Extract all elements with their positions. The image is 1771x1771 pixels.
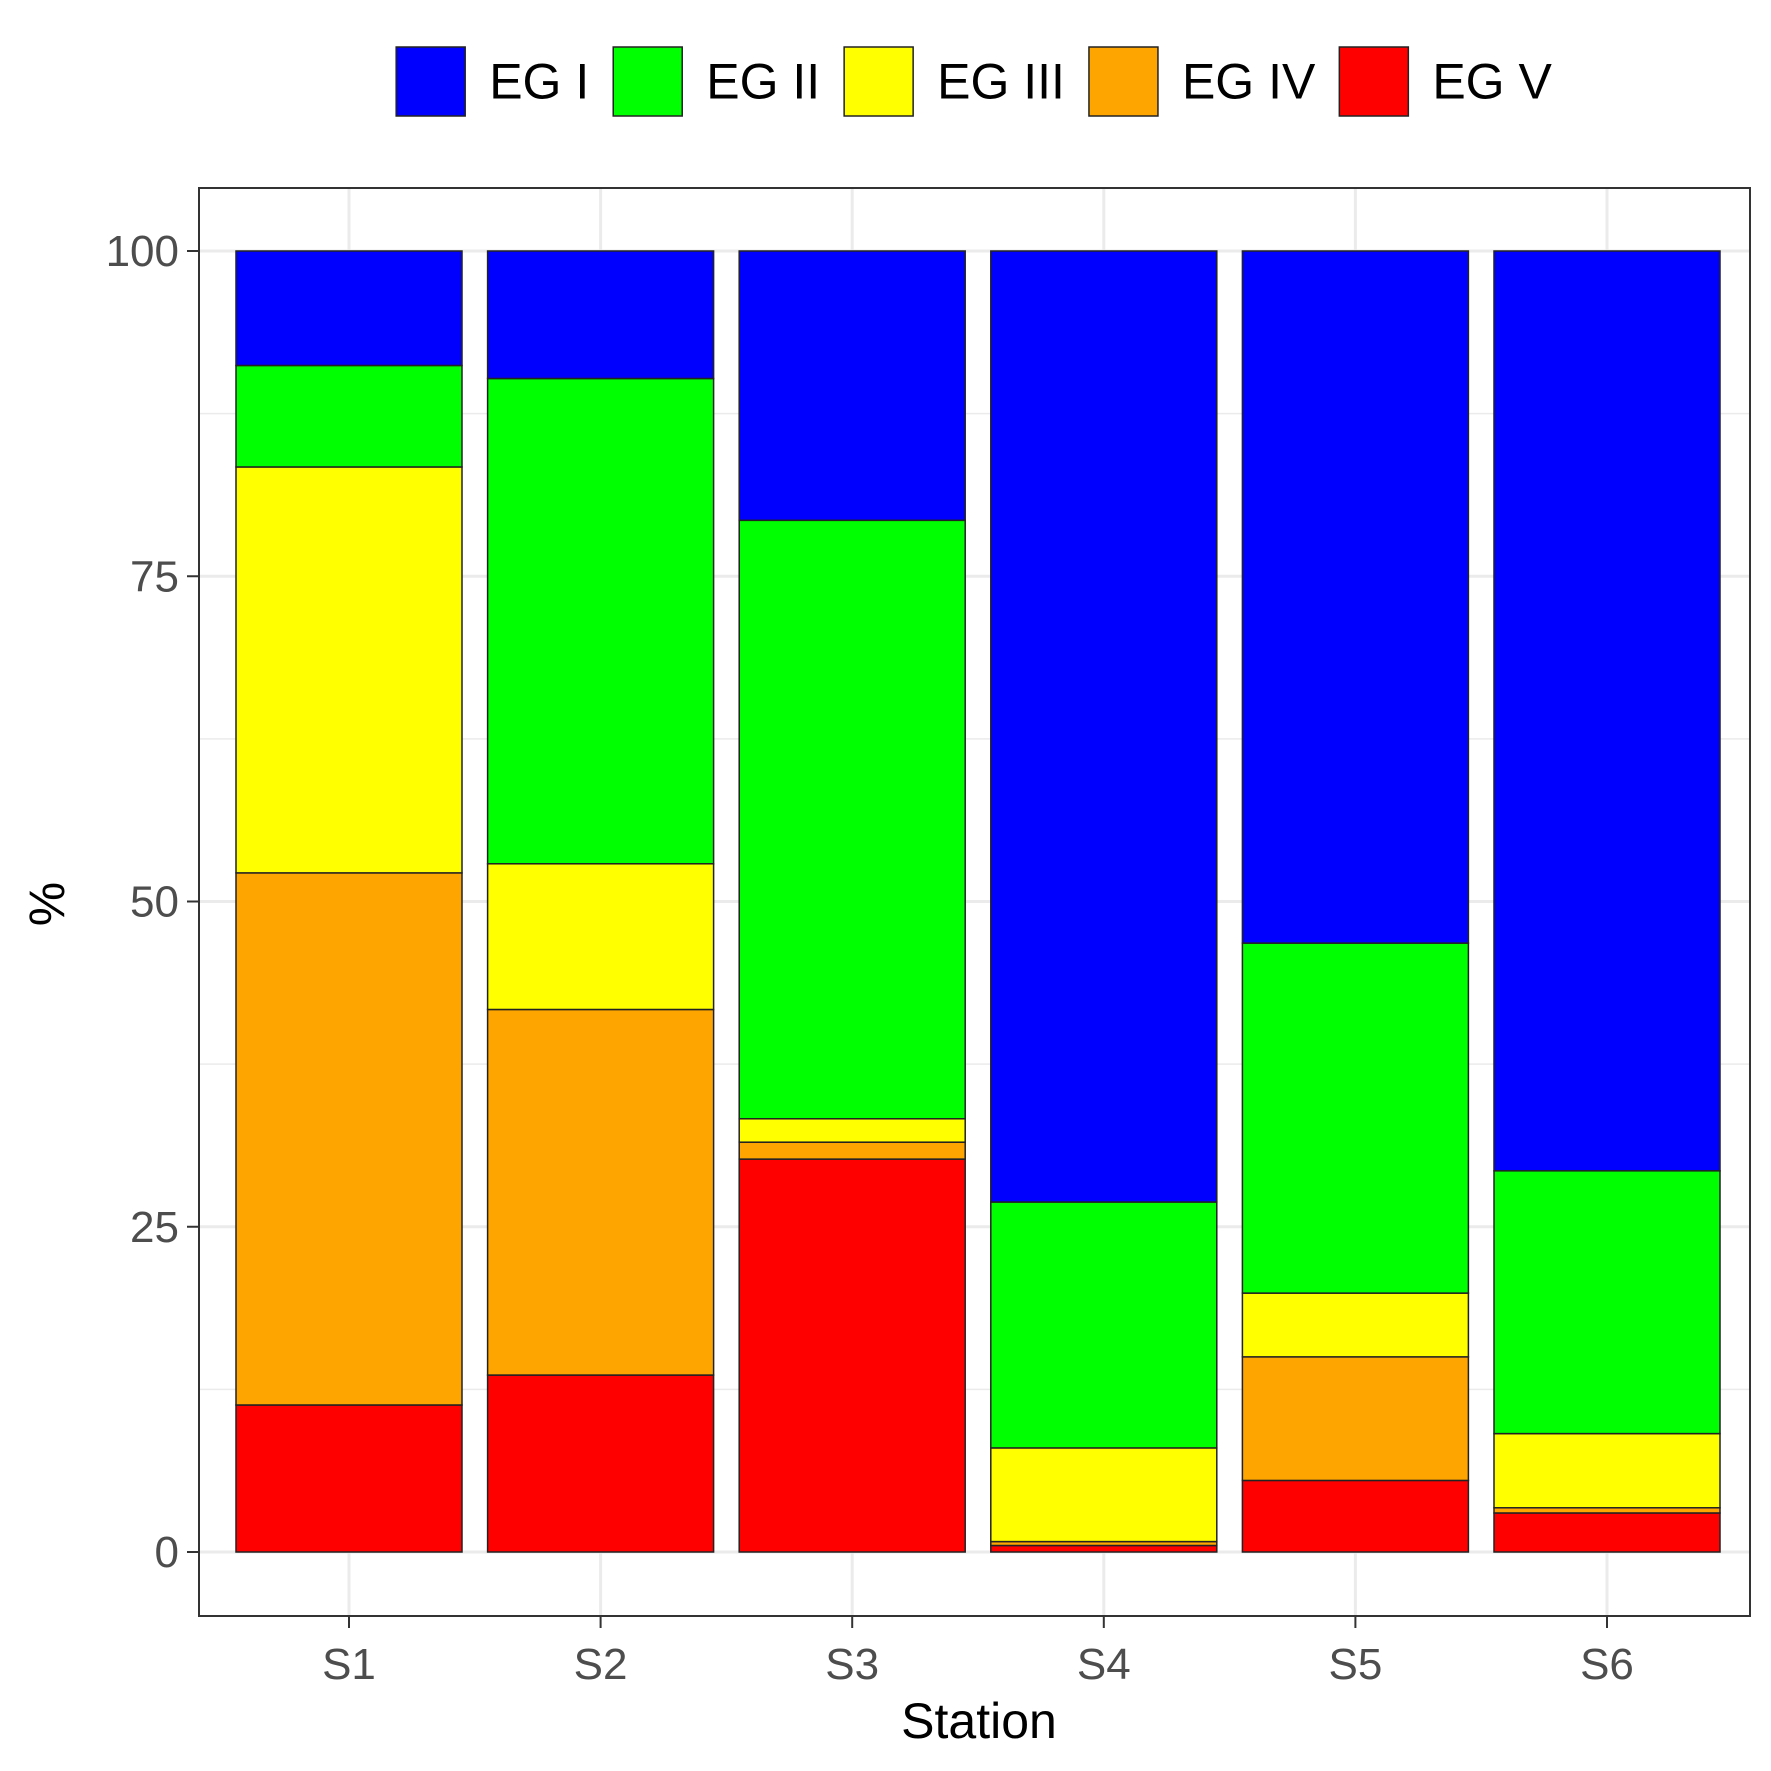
bar-segment-s6-eg-iv [1493, 1507, 1721, 1514]
bar-segment-s6-eg-ii [1493, 1170, 1721, 1435]
bar-segment-s4-eg-ii [990, 1201, 1218, 1449]
bar-segment-s5-eg-v [1241, 1479, 1470, 1553]
legend-swatch-eg-i [395, 46, 466, 117]
legend-label-eg-i: EG I [489, 54, 589, 110]
bar-segment-s6-eg-iii [1493, 1432, 1721, 1509]
bar-segment-s3-eg-v [738, 1158, 966, 1553]
y-tick-label: 0 [155, 1528, 179, 1577]
legend-swatch-eg-iii [843, 46, 914, 117]
legend-layer: EG I EG II EG III EG IV EG V [395, 46, 1552, 117]
bar-segment-s5-eg-i [1241, 250, 1470, 944]
bar-segment-s5-eg-iv [1241, 1356, 1470, 1482]
x-tick-label: S6 [1580, 1640, 1634, 1689]
bars-layer [235, 250, 1721, 1553]
axes-layer: 0 25 50 75 100 S1 S2 S3 S4 S5 S6 [106, 227, 1634, 1689]
legend-swatch-eg-v [1338, 46, 1410, 117]
y-tick-label: 25 [130, 1203, 179, 1252]
bar-segment-s4-eg-iii [990, 1447, 1218, 1543]
bar-segment-s6-eg-i [1493, 250, 1721, 1172]
bar-segment-s2-eg-iv [486, 1008, 715, 1376]
bar-segment-s5-eg-ii [1241, 942, 1470, 1294]
legend-label-eg-iii: EG III [937, 54, 1065, 110]
bar-segment-s3-eg-iv [738, 1141, 966, 1160]
bar-segment-s3-eg-i [738, 250, 966, 522]
bar-segment-s1-eg-ii [235, 364, 463, 468]
bar-segment-s2-eg-v [486, 1374, 715, 1553]
bar-segment-s1-eg-iii [235, 466, 463, 874]
x-tick-label: S4 [1077, 1640, 1131, 1689]
y-tick-label: 100 [106, 227, 179, 276]
x-tick-label: S3 [825, 1640, 879, 1689]
bar-segment-s1-eg-iv [235, 872, 463, 1406]
x-tick-label: S1 [322, 1640, 376, 1689]
legend-label-eg-ii: EG II [706, 54, 820, 110]
legend-label-eg-v: EG V [1432, 54, 1552, 110]
y-tick-label: 50 [130, 878, 179, 927]
y-tick-label: 75 [130, 552, 179, 601]
bar-segment-s1-eg-i [235, 250, 463, 367]
bar-segment-s6-eg-v [1493, 1512, 1721, 1553]
bar-segment-s2-eg-i [486, 250, 715, 380]
bar-segment-s2-eg-ii [486, 377, 715, 865]
x-tick-label: S2 [574, 1640, 628, 1689]
x-tick-label: S5 [1328, 1640, 1382, 1689]
bar-segment-s1-eg-v [235, 1404, 463, 1553]
bar-segment-s4-eg-i [990, 250, 1218, 1203]
legend-swatch-eg-iv [1088, 46, 1159, 117]
bar-segment-s4-eg-v [990, 1544, 1218, 1553]
bar-segment-s2-eg-iii [486, 863, 715, 1011]
bar-segment-s5-eg-iii [1241, 1292, 1470, 1358]
legend-swatch-eg-ii [612, 46, 683, 117]
bar-segment-s3-eg-iii [738, 1118, 966, 1143]
x-axis-title: Station [901, 1693, 1057, 1749]
legend-label-eg-iv: EG IV [1182, 54, 1316, 110]
bar-segment-s3-eg-ii [738, 519, 966, 1120]
y-axis-title: % [19, 882, 75, 926]
